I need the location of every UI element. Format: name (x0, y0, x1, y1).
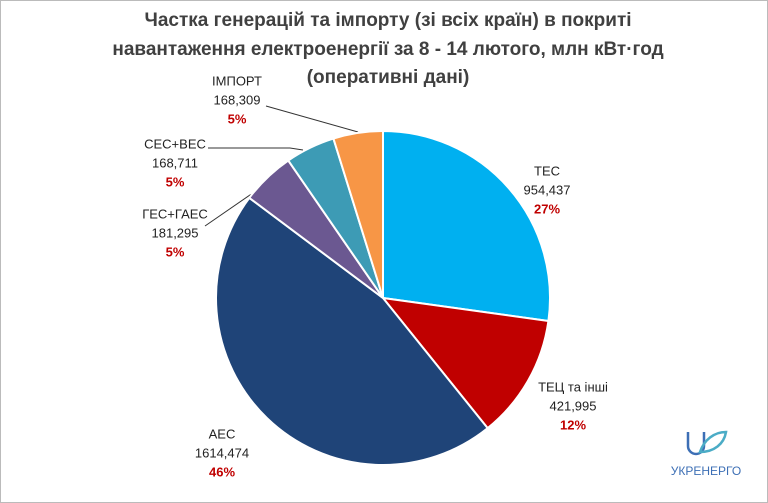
logo: УКРЕНЕРГО (671, 430, 741, 478)
pie-slice (382, 129, 551, 323)
chart-title: (оперативні дані) (307, 67, 470, 88)
pie-slice (332, 129, 384, 299)
slice-label: АЕС (209, 426, 236, 441)
value-label: 954,437 (524, 182, 571, 197)
pie-slice (215, 196, 490, 466)
chart-title: навантаження електроенергії за 8 - 14 лю… (112, 39, 663, 60)
logo-text: УКРЕНЕРГО (671, 464, 741, 478)
value-label: 168,711 (152, 155, 198, 170)
slice-label: ІМПОРТ (212, 73, 262, 88)
slice-label: ТЕС (534, 163, 560, 178)
percent-label: 46% (209, 464, 235, 479)
slice-label: ТЕЦ та інші (538, 379, 608, 394)
value-label: 181,295 (152, 225, 199, 240)
pie-slice (380, 296, 550, 430)
value-label: 168,309 (214, 92, 261, 107)
value-label: 1614,474 (195, 445, 249, 460)
value-label: 421,995 (550, 398, 597, 413)
percent-label: 5% (228, 111, 247, 126)
percent-label: 27% (534, 201, 560, 216)
percent-label: 5% (166, 174, 185, 189)
slice-label: СЕС+ВЕС (144, 136, 206, 151)
percent-label: 5% (166, 244, 185, 259)
percent-label: 12% (560, 417, 586, 432)
chart-title: Частка генерацій та імпорту (зі всіх кра… (144, 10, 631, 31)
slice-label: ГЕС+ГАЕС (142, 206, 208, 221)
